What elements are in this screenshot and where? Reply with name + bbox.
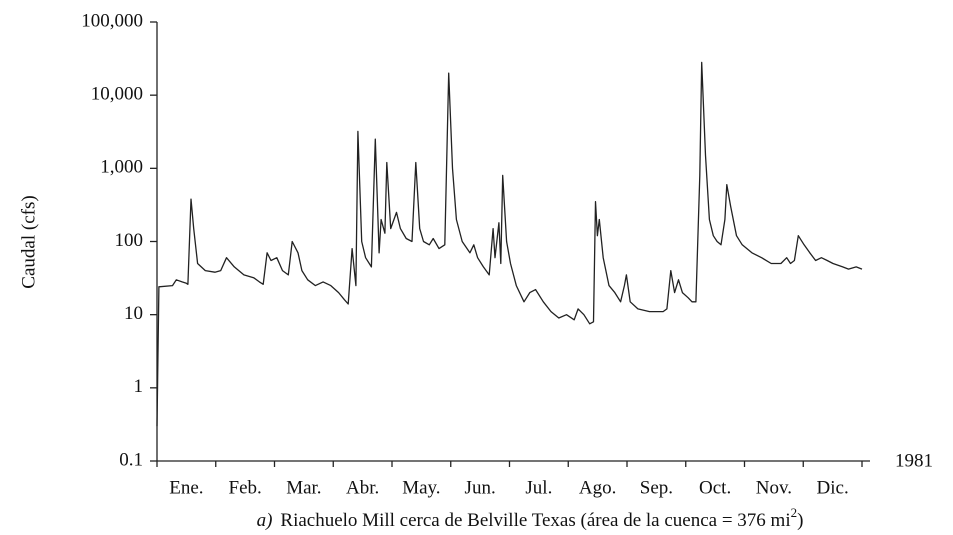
caption-text: Riachuelo Mill cerca de Belville Texas (… (280, 510, 790, 531)
x-tick-label: Oct. (699, 477, 731, 498)
y-tick-label: 100,000 (81, 10, 143, 31)
year-label: 1981 (895, 450, 933, 471)
caption-sup: 2 (791, 505, 798, 520)
y-tick-label: 10,000 (91, 84, 143, 105)
y-tick-label: 1,000 (100, 157, 143, 178)
x-tick-label: Ago. (579, 477, 616, 498)
x-tick-label: Mar. (286, 477, 321, 498)
flow-line (156, 61, 863, 427)
x-tick-label: Jun. (465, 477, 496, 498)
y-tick-label: 1 (134, 376, 144, 397)
x-tick-label: Jul. (525, 477, 552, 498)
x-tick-label: Ene. (169, 477, 203, 498)
y-axis-label: Caudal (cfs) (18, 195, 39, 288)
y-tick-label: 10 (124, 303, 143, 324)
caption: a) Riachuelo Mill cerca de Belville Texas… (257, 505, 804, 531)
x-tick-label: Sep. (640, 477, 673, 498)
caption-label: a) (257, 510, 273, 531)
y-tick-label: 0.1 (119, 449, 143, 470)
x-tick-label: Nov. (756, 477, 792, 498)
x-tick-label: May. (402, 477, 440, 498)
caption-end: ) (797, 510, 803, 531)
x-tick-label: Abr. (346, 477, 379, 498)
y-tick-label: 100 (115, 230, 144, 251)
x-tick-label: Dic. (817, 477, 849, 498)
x-tick-label: Feb. (229, 477, 262, 498)
